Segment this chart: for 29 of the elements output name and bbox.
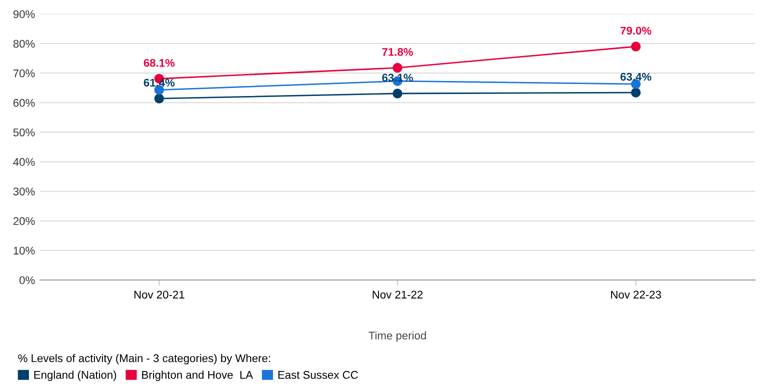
y-tick-label: 40% [13,158,35,166]
y-tick-label: 30% [13,188,35,196]
data-label: 68.1% [144,58,175,67]
data-label: 61.4% [144,78,175,87]
legend-title: % Levels of activity (Main - 3 categories) by Where: [18,354,270,364]
x-tick-label: Nov 20-21 [134,290,184,299]
point [630,42,641,52]
point [392,88,402,98]
y-tick-label: 50% [13,128,35,136]
y-tick-label: 70% [13,69,35,78]
data-label: 63.4% [620,72,652,81]
y-tick-label: 10% [14,246,35,255]
x-axis-title: Time period [368,331,426,342]
legend-label: England (Nation) [34,370,116,381]
y-tick-label: 80% [13,40,35,48]
legend-label: East Sussex CC [278,370,358,379]
y-tick-label: 0% [20,276,35,284]
data-label: 71.8% [382,48,413,56]
x-tick-label: Nov 21-22 [372,290,423,299]
legend-label: Brighton and Hove LA [142,370,253,381]
y-tick-label: 20% [13,217,35,226]
data-label: 63.1% [382,74,413,82]
point [154,94,164,104]
x-tick-label: Nov 22-23 [611,290,661,299]
data-label: 79.0% [620,26,652,35]
point [630,88,641,98]
point [392,62,402,73]
y-tick-label: 90% [13,10,35,18]
y-tick-label: 60% [13,98,35,107]
